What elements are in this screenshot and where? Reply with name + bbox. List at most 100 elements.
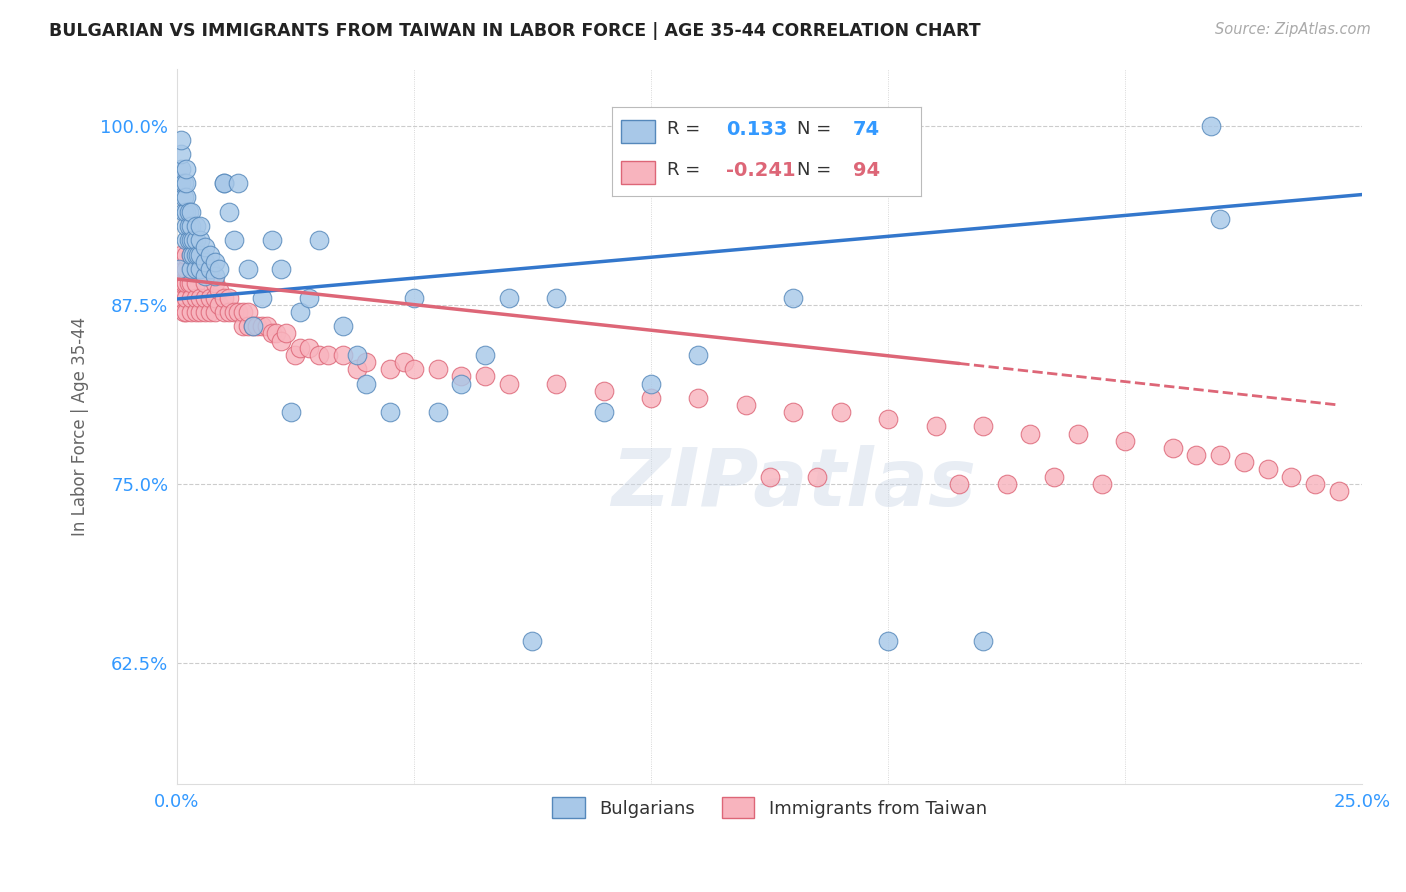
Point <box>877 412 900 426</box>
Point <box>1327 483 1350 498</box>
Point <box>180 262 202 277</box>
Point <box>170 247 193 261</box>
Point <box>194 240 217 254</box>
Point <box>190 305 212 319</box>
Point <box>194 269 217 284</box>
Point <box>236 305 259 319</box>
Point <box>260 326 283 341</box>
Point <box>266 326 288 341</box>
Point <box>250 291 273 305</box>
Point <box>167 262 190 277</box>
Point <box>173 277 195 291</box>
Point <box>474 348 496 362</box>
Point <box>1257 462 1279 476</box>
Text: BULGARIAN VS IMMIGRANTS FROM TAIWAN IN LABOR FORCE | AGE 35-44 CORRELATION CHART: BULGARIAN VS IMMIGRANTS FROM TAIWAN IN L… <box>49 22 981 40</box>
Y-axis label: In Labor Force | Age 35-44: In Labor Force | Age 35-44 <box>72 317 89 536</box>
Point <box>318 348 340 362</box>
Point <box>758 469 780 483</box>
Point <box>426 362 449 376</box>
Point <box>288 305 311 319</box>
Point <box>1233 455 1256 469</box>
Text: R =: R = <box>668 161 700 179</box>
Point <box>184 262 207 277</box>
Point <box>212 305 235 319</box>
Point <box>180 219 202 233</box>
Point <box>995 476 1018 491</box>
Point <box>180 305 202 319</box>
Point <box>184 262 207 277</box>
Point <box>236 319 259 334</box>
Text: Source: ZipAtlas.com: Source: ZipAtlas.com <box>1215 22 1371 37</box>
Point <box>187 247 209 261</box>
Point <box>181 247 204 261</box>
Point <box>270 262 292 277</box>
Point <box>232 305 254 319</box>
Point <box>208 262 231 277</box>
Point <box>522 634 544 648</box>
Point <box>972 419 994 434</box>
Point <box>356 376 378 391</box>
Point <box>181 233 204 247</box>
Point <box>204 269 226 284</box>
Point <box>242 319 264 334</box>
Point <box>198 291 221 305</box>
Point <box>592 384 614 398</box>
Point <box>1279 469 1302 483</box>
Text: N =: N = <box>797 161 831 179</box>
Point <box>450 369 472 384</box>
Point <box>378 362 401 376</box>
Point <box>346 348 368 362</box>
Point <box>280 405 302 419</box>
Point <box>184 233 207 247</box>
Point <box>194 305 217 319</box>
Point <box>972 634 994 648</box>
Point <box>194 291 217 305</box>
Legend: Bulgarians, Immigrants from Taiwan: Bulgarians, Immigrants from Taiwan <box>546 790 994 825</box>
Text: 74: 74 <box>853 120 880 139</box>
Text: ZIPatlas: ZIPatlas <box>610 445 976 523</box>
Point <box>190 262 212 277</box>
Point <box>232 319 254 334</box>
Point <box>256 319 278 334</box>
Point <box>250 319 273 334</box>
Point <box>284 348 307 362</box>
Point <box>640 376 662 391</box>
Point <box>498 291 520 305</box>
Point <box>806 469 828 483</box>
Point <box>177 277 200 291</box>
Point <box>274 326 297 341</box>
Point <box>218 305 240 319</box>
Point <box>184 219 207 233</box>
Point <box>180 277 202 291</box>
Point <box>1090 476 1112 491</box>
Point <box>174 219 197 233</box>
Point <box>198 247 221 261</box>
FancyBboxPatch shape <box>621 161 655 184</box>
Point <box>208 284 231 298</box>
Point <box>402 291 425 305</box>
Point <box>546 376 568 391</box>
Point <box>308 233 330 247</box>
Point <box>184 277 207 291</box>
Point <box>170 291 193 305</box>
Point <box>180 247 202 261</box>
Point <box>246 319 269 334</box>
Point <box>204 277 226 291</box>
Point <box>167 262 190 277</box>
Point <box>177 233 200 247</box>
Point <box>1209 211 1232 226</box>
Point <box>298 291 321 305</box>
Point <box>208 298 231 312</box>
Point <box>546 291 568 305</box>
Point <box>180 204 202 219</box>
Point <box>830 405 852 419</box>
Text: 0.133: 0.133 <box>725 120 787 139</box>
Point <box>1303 476 1326 491</box>
Point <box>346 362 368 376</box>
Point <box>222 305 245 319</box>
Point <box>204 291 226 305</box>
Point <box>592 405 614 419</box>
Point <box>174 305 197 319</box>
Point <box>212 176 235 190</box>
Point <box>173 190 195 204</box>
